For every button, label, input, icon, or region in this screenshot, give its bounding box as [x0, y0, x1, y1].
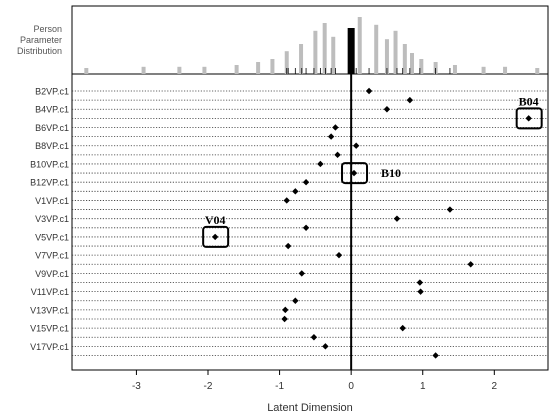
highlight-label: V04: [205, 213, 226, 227]
distribution-bar: [481, 66, 486, 74]
item-point: [322, 343, 329, 350]
distribution-bar: [419, 59, 424, 74]
item-label: V15VP.c1: [30, 324, 69, 334]
item-label: B12VP.c1: [30, 178, 69, 188]
item-label: B2VP.c1: [35, 87, 69, 97]
item-label: V13VP.c1: [30, 305, 69, 315]
item-point: [446, 206, 454, 213]
item-point: [283, 197, 290, 204]
item-point: [302, 179, 310, 186]
item-point: [284, 242, 292, 250]
panel-title-line-3: Distribution: [16, 46, 62, 56]
distribution-bar: [234, 65, 239, 74]
x-tick-label: -2: [204, 381, 213, 392]
item-label: B4VP.c1: [35, 105, 69, 115]
distribution-bar: [84, 68, 89, 74]
item-point: [350, 169, 358, 177]
distribution-bar: [384, 39, 389, 74]
item-point: [332, 124, 339, 131]
highlight-box: [202, 225, 230, 248]
item-point: [393, 215, 401, 222]
x-tick-label: 2: [492, 381, 498, 392]
item-label: V5VP.c1: [35, 232, 69, 242]
x-tick-label: -1: [275, 381, 284, 392]
item-point: [406, 96, 414, 104]
item-label: V1VP.c1: [35, 196, 69, 206]
highlight-label: B04: [519, 94, 539, 108]
item-point: [317, 160, 324, 168]
highlight-label: B10: [381, 166, 401, 180]
item-point: [416, 279, 424, 286]
item-point: [467, 261, 474, 268]
distribution-bar: [410, 53, 414, 74]
panel-title-line-1: Person: [33, 24, 62, 34]
item-point: [292, 297, 299, 304]
item-point: [417, 288, 424, 295]
highlight-box: [341, 162, 369, 185]
distribution-bar: [393, 30, 398, 74]
item-label: V9VP.c1: [35, 269, 69, 279]
distribution-bar: [284, 51, 289, 74]
x-tick-label: -3: [132, 381, 141, 392]
distribution-bar: [177, 66, 182, 74]
distribution-bar: [535, 68, 540, 74]
distribution-bar: [503, 66, 508, 74]
item-point: [310, 334, 318, 341]
x-axis-label: Latent Dimension: [267, 402, 353, 414]
plot-panel-border: [71, 73, 549, 371]
distribution-bar: [331, 36, 336, 74]
x-tick-label: 1: [420, 381, 426, 392]
distribution-bar: [374, 24, 379, 74]
item-point: [327, 133, 335, 140]
item-point: [302, 224, 310, 231]
distribution-bar: [256, 62, 261, 74]
distribution-bar: [202, 66, 207, 74]
item-point: [365, 87, 373, 95]
x-tick-label: 0: [348, 381, 354, 392]
item-label: B10VP.c1: [30, 159, 69, 169]
item-point: [432, 352, 439, 359]
item-label: B8VP.c1: [35, 141, 69, 151]
panel-title: Person Parameter Distribution: [0, 24, 62, 57]
item-point: [334, 151, 341, 159]
item-point: [298, 270, 305, 277]
item-label: V17VP.c1: [30, 342, 69, 352]
distribution-panel-border: [71, 5, 549, 75]
item-point: [335, 251, 343, 259]
item-label: V7VP.c1: [35, 251, 69, 261]
item-point: [281, 315, 288, 323]
item-point: [292, 188, 299, 195]
distribution-bar: [357, 17, 362, 74]
distribution-bar: [141, 66, 146, 74]
item-point: [282, 306, 289, 314]
distribution-center-bar: [347, 28, 355, 74]
item-point: [211, 233, 219, 241]
panel-title-line-2: Parameter: [19, 35, 62, 45]
item-point: [525, 115, 532, 122]
distribution-bar: [299, 44, 304, 74]
distribution-bar: [322, 23, 327, 74]
item-label: B6VP.c1: [35, 123, 69, 133]
distribution-bar: [402, 44, 407, 74]
item-point: [383, 106, 391, 113]
item-label: V3VP.c1: [35, 214, 69, 224]
item-point: [399, 324, 406, 332]
distribution-bar: [313, 30, 318, 74]
distribution-bar: [270, 59, 275, 74]
item-label: V11VP.c1: [31, 287, 69, 297]
highlight-box: [515, 107, 543, 130]
distribution-bar: [452, 65, 457, 74]
item-point: [352, 142, 360, 149]
